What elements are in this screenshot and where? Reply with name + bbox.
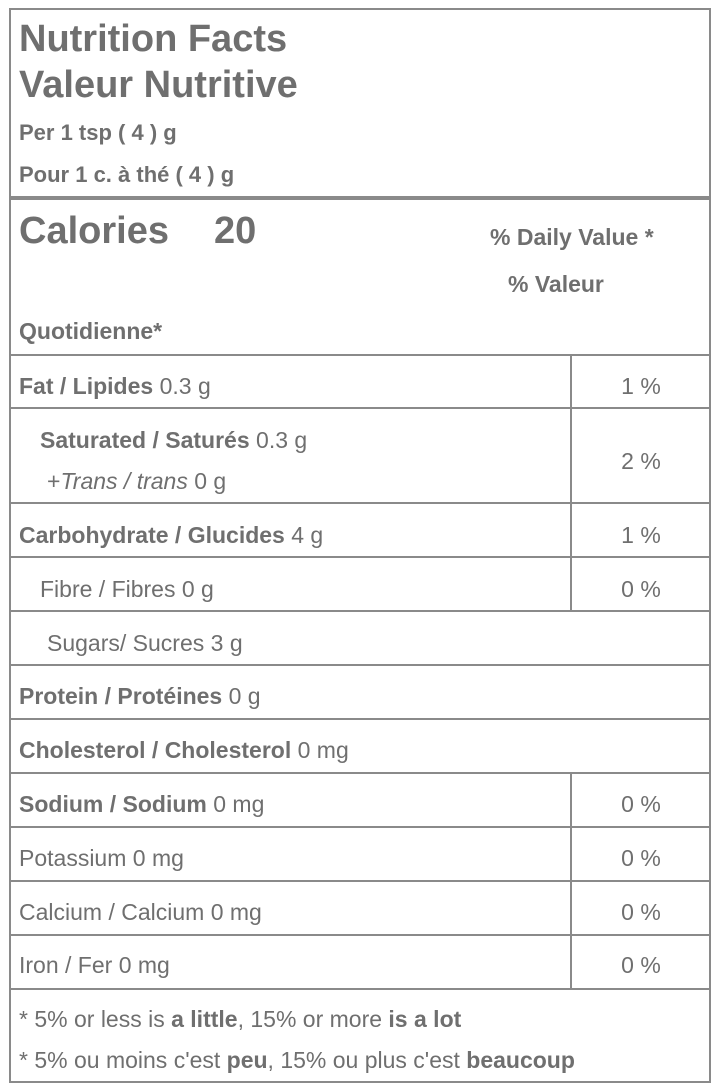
dv-sodium: 0 %: [621, 791, 661, 817]
serving-size-english: Per 1 tsp ( 4 ) g: [19, 120, 177, 145]
nutrition-facts-label: Nutrition Facts Valeur Nutritive Per 1 t…: [9, 8, 711, 1083]
nutrient-calcium: Calcium / Calcium 0 mg: [19, 899, 262, 925]
divider: [11, 664, 709, 666]
divider: [11, 772, 709, 774]
footnote-english: * 5% or less is a little, 15% or more is…: [19, 1006, 462, 1032]
divider: [11, 556, 709, 558]
nutrient-sodium: Sodium / Sodium 0 mg: [19, 791, 265, 817]
column-divider: [570, 558, 572, 610]
column-divider: [570, 774, 572, 988]
divider: [11, 407, 709, 409]
nutrient-fibre: Fibre / Fibres 0 g: [40, 576, 214, 602]
title-french: Valeur Nutritive: [19, 64, 298, 106]
divider: [11, 988, 709, 990]
daily-value-heading: % Daily Value *: [490, 224, 654, 250]
dv-saturated-trans: 2 %: [621, 448, 661, 474]
footnote-french: * 5% ou moins c'est peu, 15% ou plus c'e…: [19, 1047, 575, 1073]
nutrient-protein: Protein / Protéines 0 g: [19, 683, 261, 709]
dv-potassium: 0 %: [621, 845, 661, 871]
divider: [11, 826, 709, 828]
column-divider: [570, 356, 572, 407]
dv-carbohydrate: 1 %: [621, 522, 661, 548]
header-divider: [11, 196, 709, 200]
divider: [11, 502, 709, 504]
dv-calcium: 0 %: [621, 899, 661, 925]
dv-iron: 0 %: [621, 952, 661, 978]
daily-value-heading-fr: % Valeur: [508, 271, 604, 297]
calories-value: 20: [214, 210, 257, 252]
divider: [11, 934, 709, 936]
divider: [11, 354, 709, 356]
nutrient-saturated: Saturated / Saturés 0.3 g: [40, 427, 308, 453]
nutrient-trans: +Trans / trans 0 g: [47, 468, 227, 494]
column-divider: [570, 504, 572, 556]
nutrient-iron: Iron / Fer 0 mg: [19, 952, 170, 978]
nutrient-potassium: Potassium 0 mg: [19, 845, 184, 871]
title-english: Nutrition Facts: [19, 18, 288, 60]
serving-size-french: Pour 1 c. à thé ( 4 ) g: [19, 162, 235, 187]
nutrient-cholesterol: Cholesterol / Cholesterol 0 mg: [19, 737, 349, 763]
divider: [11, 718, 709, 720]
divider: [11, 880, 709, 882]
nutrient-fat: Fat / Lipides 0.3 g: [19, 373, 211, 399]
dv-fat: 1 %: [621, 373, 661, 399]
nutrient-carbohydrate: Carbohydrate / Glucides 4 g: [19, 522, 324, 548]
dv-fibre: 0 %: [621, 576, 661, 602]
divider: [11, 610, 709, 612]
daily-value-heading-fr-2: Quotidienne*: [19, 318, 163, 344]
calories-label: Calories: [19, 210, 169, 252]
column-divider: [570, 409, 572, 502]
nutrient-sugars: Sugars/ Sucres 3 g: [47, 630, 243, 656]
